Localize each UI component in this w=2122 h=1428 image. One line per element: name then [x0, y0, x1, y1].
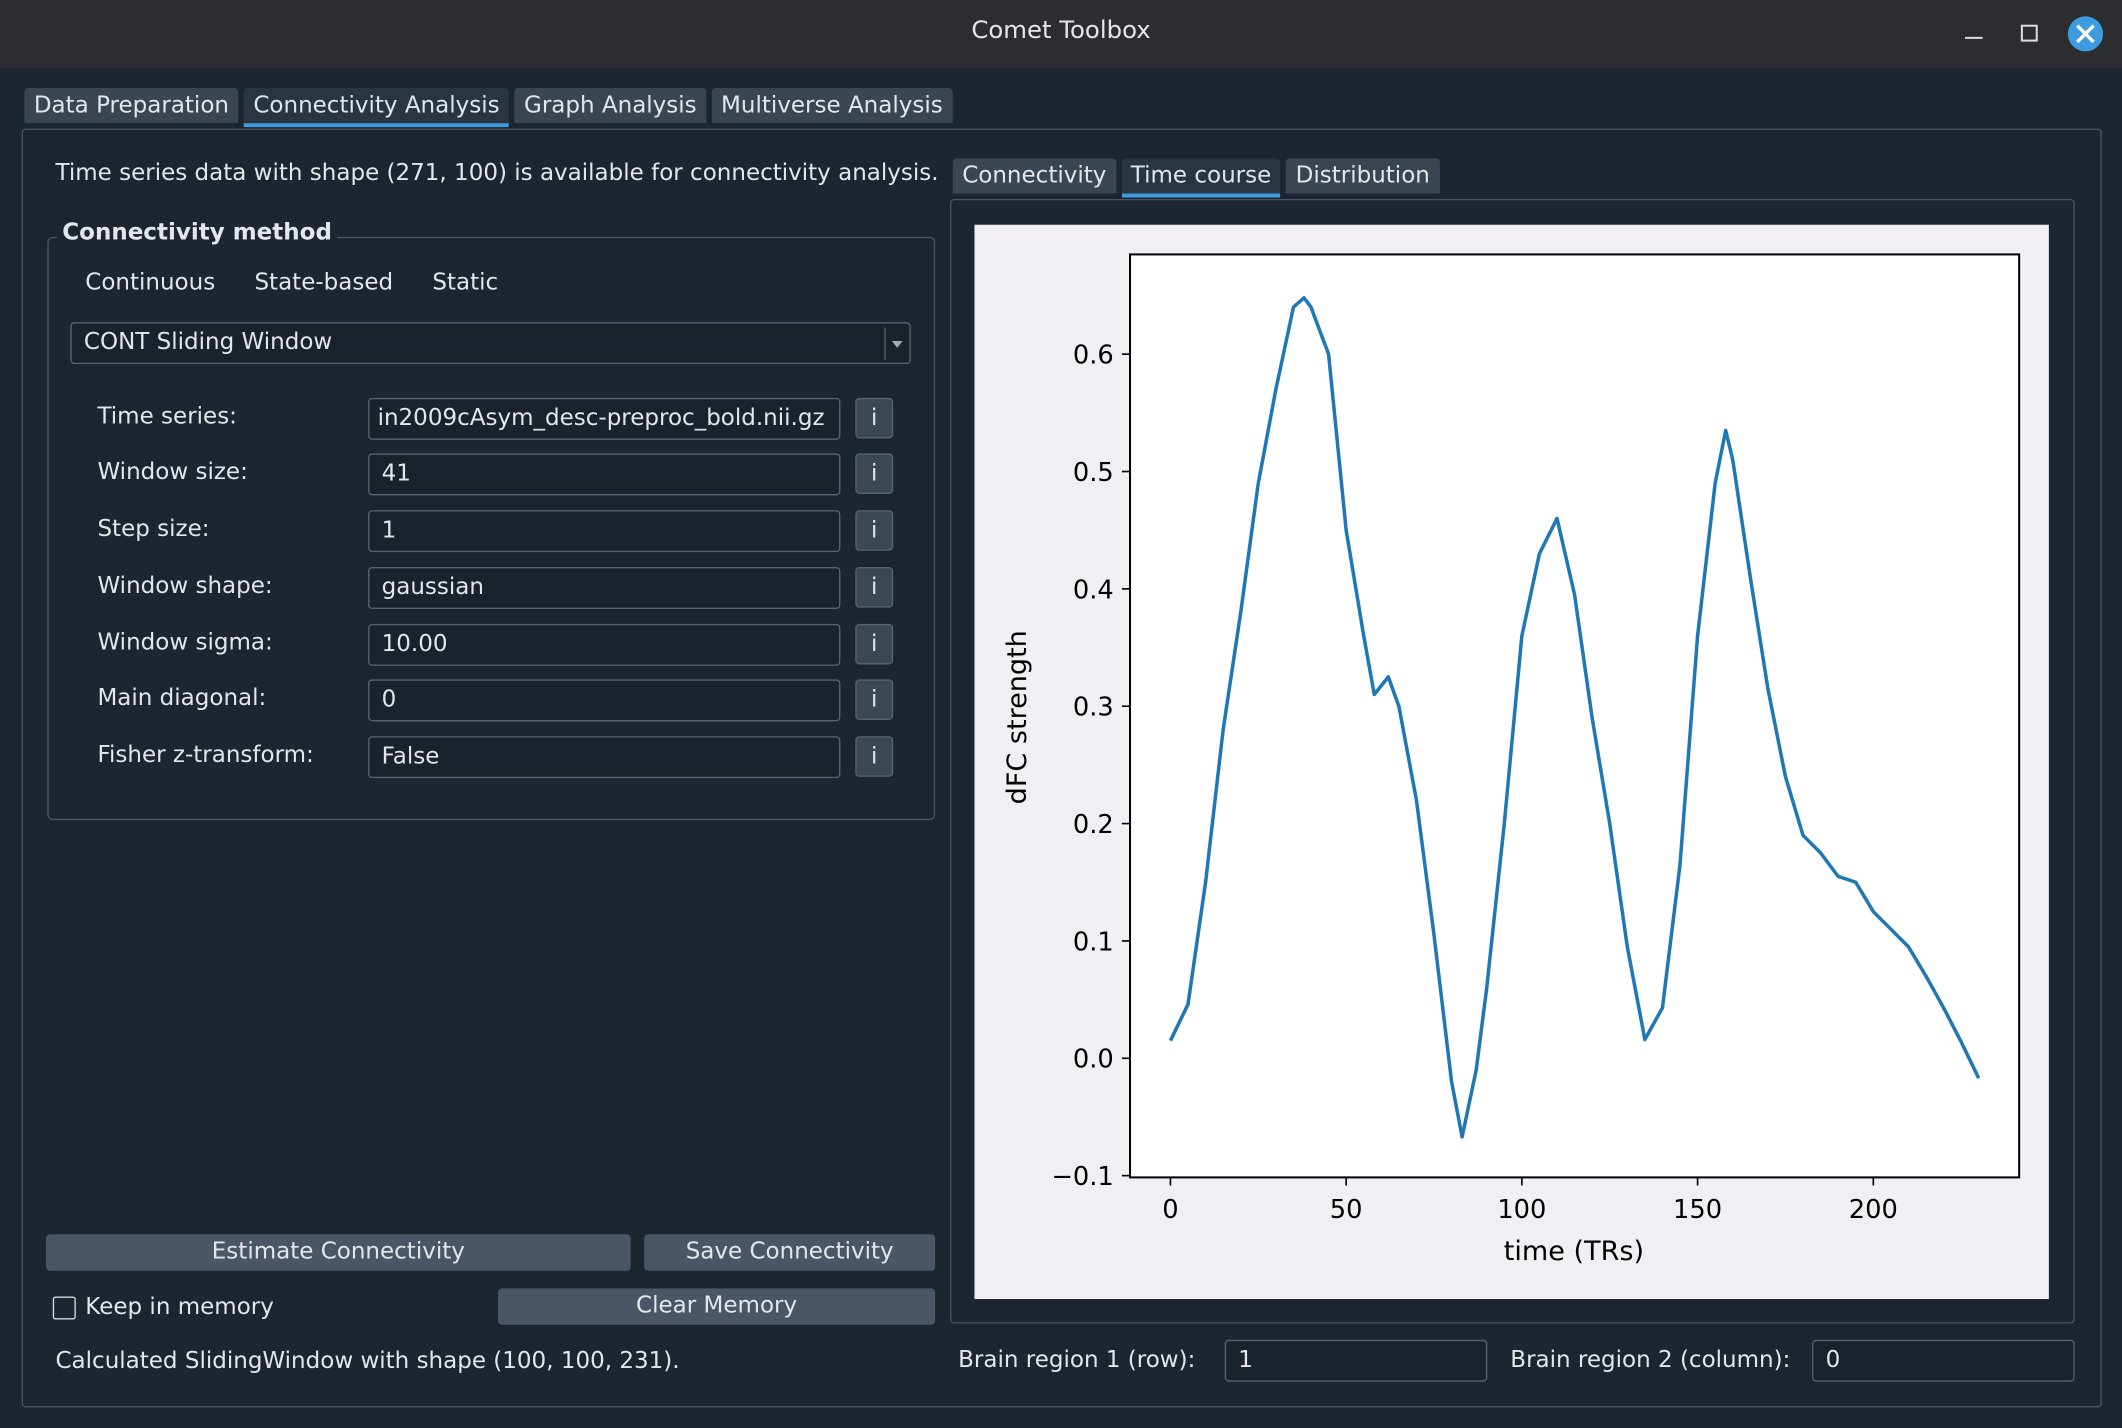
keep-label: Keep in memory	[85, 1293, 274, 1321]
title-bar	[0, 0, 2122, 68]
window-controls[interactable]	[1949, 11, 2111, 57]
group-title: Connectivity method	[56, 219, 338, 247]
checkbox-item[interactable]: State-based	[245, 269, 393, 296]
param-value: in2009cAsym_desc-preproc_bold.nii.gz	[377, 404, 825, 432]
param-label: Window shape:	[97, 572, 273, 600]
plot-pane	[950, 198, 2075, 1324]
plot-tab[interactable]: Distribution	[1286, 158, 1440, 194]
keep-checkbox[interactable]	[52, 1296, 76, 1320]
y-tick-label: 0.5	[1073, 458, 1114, 488]
info-text: Time series data with shape (271, 100) i…	[55, 159, 939, 187]
region2-label: Brain region 2 (column):	[1510, 1346, 1791, 1374]
tab-pane	[21, 128, 2102, 1408]
main-tab[interactable]: Connectivity Analysis	[243, 87, 510, 128]
checkbox-label: Static	[432, 269, 499, 297]
x-tick-label: 200	[1849, 1195, 1898, 1225]
x-tick-label: 150	[1673, 1195, 1722, 1225]
combo-arrow	[884, 327, 903, 360]
main-tab[interactable]: Data Preparation	[24, 87, 239, 124]
region2-spin[interactable]: 0	[1812, 1339, 2075, 1382]
info-button[interactable]: i	[855, 567, 894, 608]
status-text: Calculated SlidingWindow with shape (100…	[55, 1347, 680, 1375]
checkbox-item[interactable]: Continuous	[76, 269, 215, 296]
param-label: Window sigma:	[97, 629, 273, 657]
main-tab[interactable]: Graph Analysis	[514, 87, 707, 124]
param-label: Step size:	[97, 515, 210, 543]
checkbox-row: Continuous State-based Static	[76, 269, 498, 296]
info-button[interactable]: i	[855, 510, 894, 551]
info-button[interactable]: i	[855, 736, 894, 777]
param-field[interactable]: 10.00	[368, 623, 841, 666]
chart: time (TRs) dFC strength −0.1 0.0 0.1 0.2 0.3…	[974, 224, 2049, 1300]
checkbox-label: Continuous	[85, 269, 216, 297]
data-line	[1168, 296, 1981, 1139]
param-field[interactable]: in2009cAsym_desc-preproc_bold.nii.gz	[368, 397, 841, 440]
y-tick-label: 0.6	[1073, 341, 1114, 371]
param-label: Fisher z-transform:	[97, 741, 314, 769]
x-axis-label: time (TRs)	[1504, 1236, 1644, 1267]
clear-button[interactable]: Clear Memory	[498, 1288, 936, 1325]
main-tab[interactable]: Multiverse Analysis	[711, 87, 953, 124]
y-tick-label: −0.1	[1051, 1162, 1113, 1192]
save-button[interactable]: Save Connectivity	[644, 1234, 936, 1271]
info-button[interactable]: i	[855, 623, 894, 665]
param-field[interactable]: 0	[368, 679, 841, 722]
y-axis-label: dFC strength	[1002, 630, 1033, 804]
y-tick-label: 0.4	[1073, 575, 1114, 605]
region2-value: 0	[1825, 1346, 1841, 1374]
region1-spin[interactable]: 1	[1224, 1339, 1488, 1382]
param-value: 0	[381, 686, 397, 714]
param-value: False	[381, 742, 440, 771]
y-tick-label: 0.1	[1073, 927, 1114, 957]
region1-label: Brain region 1 (row):	[958, 1346, 1196, 1374]
param-field[interactable]: 41	[368, 453, 841, 496]
method-combo[interactable]: CONT Sliding Window	[70, 322, 911, 365]
window-title: Comet Toolbox	[971, 16, 1151, 45]
checkbox-label: State-based	[254, 269, 394, 297]
plot-tab[interactable]: Time course	[1121, 158, 1281, 198]
plot-tab[interactable]: Connectivity	[952, 158, 1116, 194]
param-value: 41	[381, 460, 411, 488]
main-tabs: Data Preparation Connectivity Analysis Gra…	[24, 87, 953, 128]
param-field[interactable]: gaussian	[368, 567, 841, 609]
info-button[interactable]: i	[855, 679, 894, 720]
info-button[interactable]: i	[855, 397, 894, 439]
param-label: Main diagonal:	[97, 684, 267, 712]
x-tick-label: 0	[1162, 1195, 1178, 1225]
method-value: CONT Sliding Window	[83, 328, 333, 356]
param-value: gaussian	[381, 573, 484, 601]
x-tick-label: 100	[1497, 1195, 1546, 1225]
param-value: 10.00	[381, 630, 448, 658]
param-label: Window size:	[97, 458, 248, 486]
param-field[interactable]: False	[368, 736, 841, 779]
y-tick-label: 0.3	[1073, 693, 1114, 723]
group-box	[47, 236, 936, 821]
param-field[interactable]: 1	[368, 510, 841, 553]
y-tick-label: 0.2	[1073, 810, 1114, 840]
param-label: Time series:	[97, 403, 237, 431]
y-tick-label: 0.0	[1073, 1045, 1114, 1075]
checkbox-item[interactable]: Static	[423, 269, 498, 296]
x-tick-label: 50	[1330, 1195, 1363, 1225]
estimate-button[interactable]: Estimate Connectivity	[46, 1234, 631, 1271]
region1-value: 1	[1238, 1346, 1253, 1374]
plot-tabs: Connectivity Time course Distribution	[952, 158, 1440, 198]
param-value: 1	[381, 516, 397, 545]
info-button[interactable]: i	[855, 453, 894, 494]
